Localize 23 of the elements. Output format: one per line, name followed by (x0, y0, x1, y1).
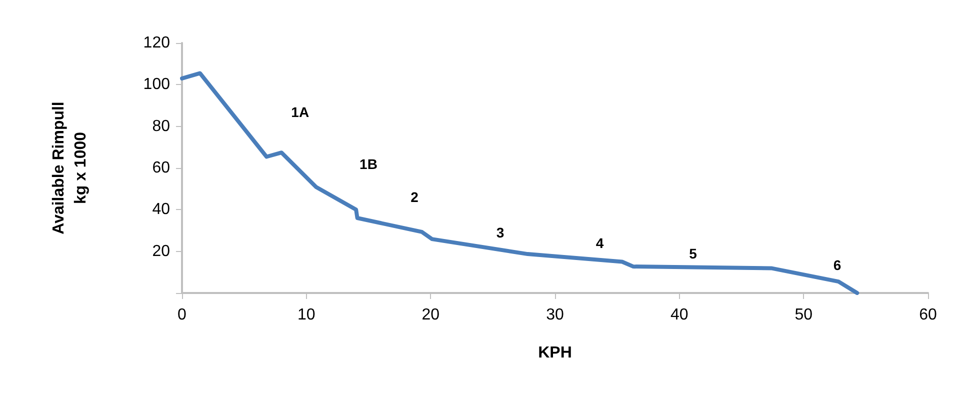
y-tick-label: 120 (143, 34, 170, 52)
y-tick-label: 60 (152, 160, 170, 176)
y-tick-label: 40 (152, 201, 170, 218)
y-tick-label: 20 (152, 242, 170, 260)
x-axis-title: KPH (538, 344, 572, 362)
annotation: 5 (689, 245, 698, 262)
annotation: 4 (596, 235, 604, 251)
annotation: 2 (410, 189, 419, 206)
annotation: 1B (360, 156, 378, 172)
x-tick-label: 10 (297, 306, 316, 324)
x-tick-label: 0 (178, 306, 187, 324)
annotation: 1A (291, 104, 310, 120)
x-tick-label: 50 (794, 306, 813, 324)
line-series (180, 71, 860, 295)
x-tick-label: 30 (546, 306, 564, 324)
x-tick-label: 20 (422, 306, 440, 324)
x-tick-label: 60 (919, 306, 937, 324)
annotation: 6 (833, 256, 842, 273)
y-axis-title: Available Rimpull kg x 1000 (50, 102, 90, 234)
x-tick-label: 40 (670, 306, 688, 324)
y-tick-label: 100 (143, 76, 170, 94)
annotation: 3 (496, 224, 504, 241)
y-tick-label: 80 (152, 118, 170, 135)
